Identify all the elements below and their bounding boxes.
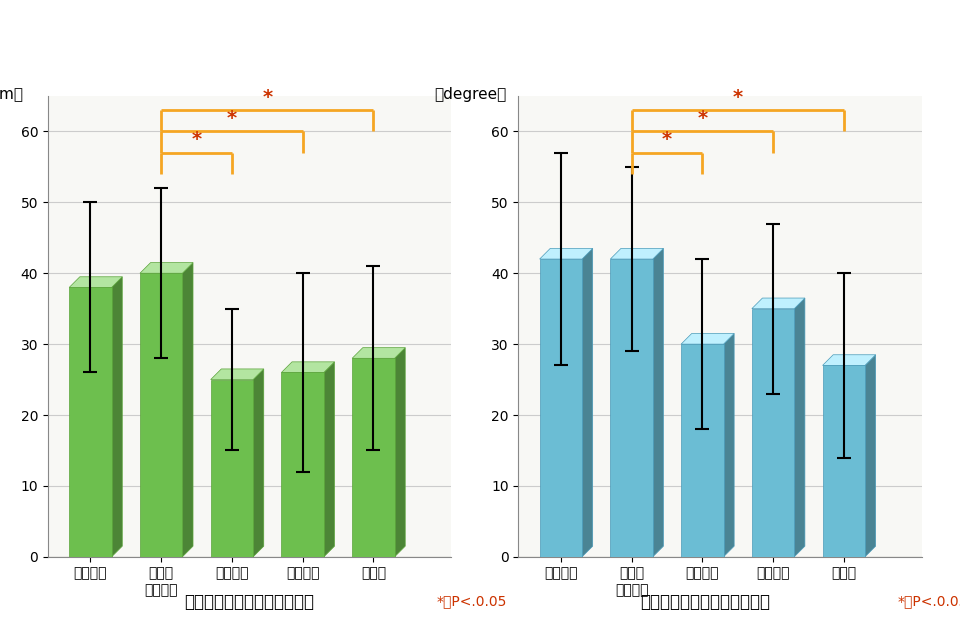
Y-axis label: （degree）: （degree） — [434, 87, 506, 102]
Polygon shape — [182, 262, 193, 557]
Polygon shape — [794, 298, 804, 557]
Text: *: * — [191, 130, 202, 149]
Text: *：P<.0.05: *：P<.0.05 — [898, 595, 960, 609]
Polygon shape — [865, 355, 876, 557]
Y-axis label: （mm）: （mm） — [0, 87, 24, 102]
Polygon shape — [653, 248, 663, 557]
Polygon shape — [281, 362, 334, 372]
Polygon shape — [352, 348, 405, 358]
Text: 食品による咀嚼経路幅の比較: 食品による咀嚼経路幅の比較 — [184, 593, 315, 611]
Polygon shape — [724, 333, 734, 557]
Polygon shape — [752, 298, 804, 308]
Polygon shape — [823, 355, 876, 365]
Bar — [540, 259, 582, 557]
Polygon shape — [210, 369, 264, 380]
Polygon shape — [681, 333, 734, 344]
Text: *：P<.0.05: *：P<.0.05 — [437, 595, 507, 609]
Bar — [752, 308, 794, 557]
Polygon shape — [395, 348, 405, 557]
Text: *: * — [697, 109, 708, 128]
Polygon shape — [140, 262, 193, 273]
Text: *: * — [262, 88, 273, 107]
Polygon shape — [611, 248, 663, 259]
Polygon shape — [582, 248, 592, 557]
Bar — [823, 365, 865, 557]
Text: *: * — [661, 130, 672, 149]
Bar — [140, 273, 182, 557]
Bar — [48, 557, 451, 571]
Bar — [210, 380, 253, 557]
Bar — [69, 287, 111, 557]
Bar — [518, 557, 922, 571]
Text: *: * — [227, 109, 237, 128]
Polygon shape — [253, 369, 264, 557]
Polygon shape — [324, 362, 334, 557]
Bar — [281, 372, 324, 557]
Polygon shape — [69, 276, 122, 287]
Polygon shape — [111, 276, 122, 557]
Bar — [352, 358, 395, 557]
Text: 食品による閉口路角度の比較: 食品による閉口路角度の比較 — [640, 593, 771, 611]
Bar — [681, 344, 724, 557]
Bar — [611, 259, 653, 557]
Text: *: * — [732, 88, 743, 107]
Polygon shape — [540, 248, 592, 259]
